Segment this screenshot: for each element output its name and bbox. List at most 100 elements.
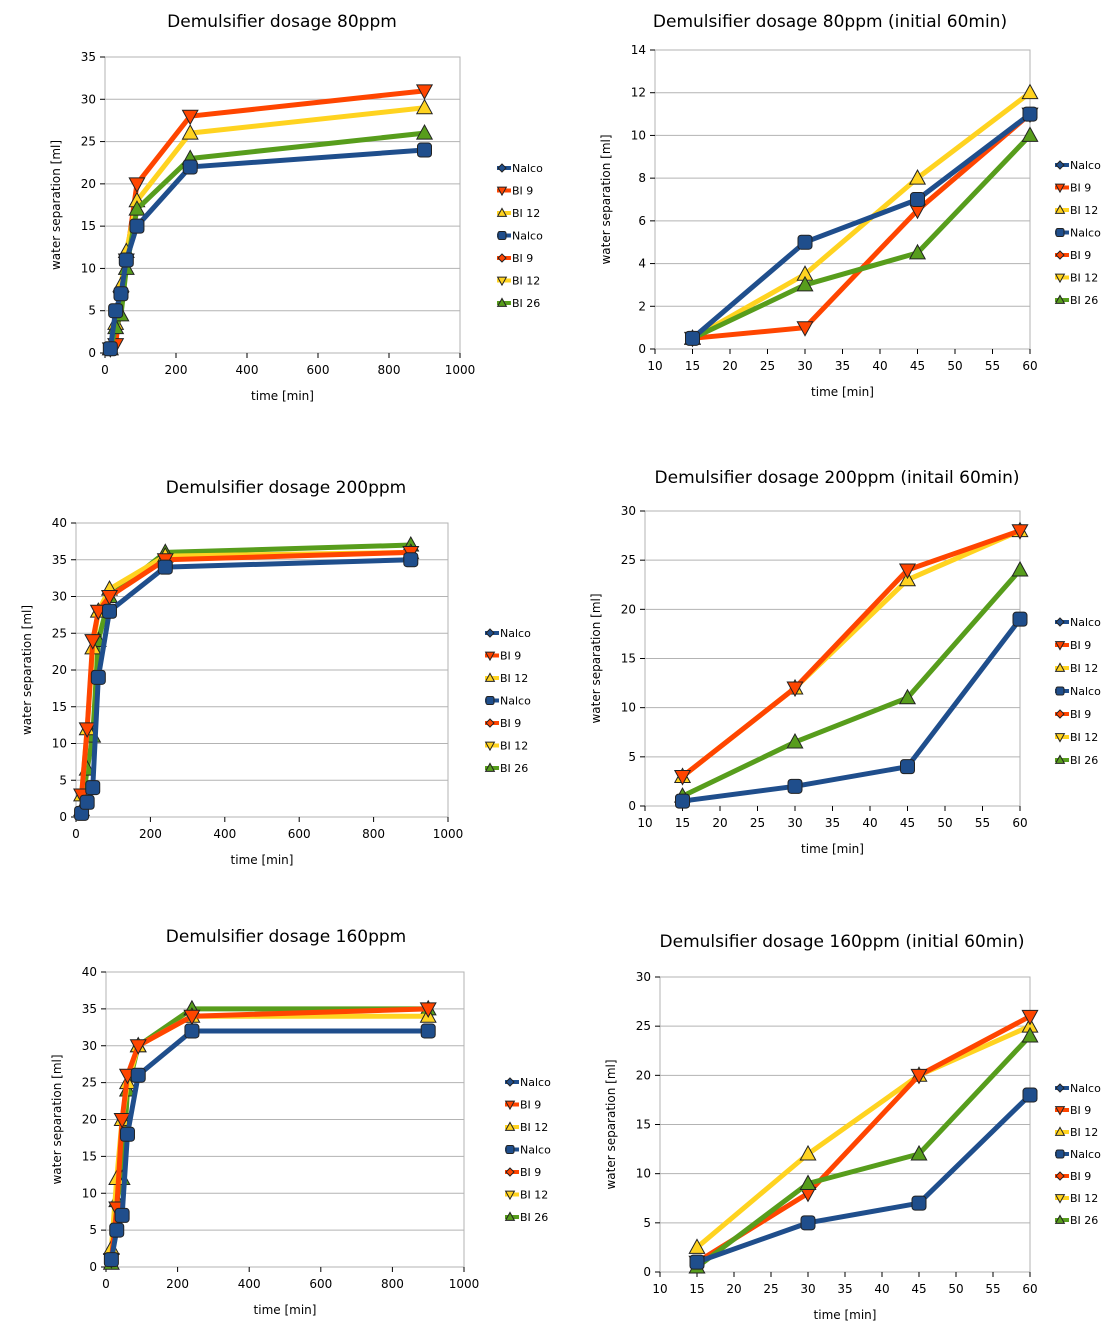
- chart-svg: Demulsifier dosage 160ppm 0 5 10 15 20 25 30 35 4…: [50, 927, 551, 1317]
- legend-marker: [484, 651, 496, 662]
- legend-marker: [1054, 641, 1066, 651]
- data-point: [100, 590, 119, 606]
- y-tick-label: 5: [89, 1223, 97, 1237]
- x-tick-label: 55: [985, 359, 1000, 373]
- y-tick-label: 10: [82, 1186, 97, 1200]
- x-tick-label: 25: [750, 816, 765, 830]
- data-point: [685, 330, 700, 346]
- y-tick-label: 10: [81, 261, 96, 275]
- y-tick-label: 25: [636, 1019, 651, 1033]
- chart-svg: Demulsifier dosage 200ppm 0 5 10 15 20 25 30 35 4…: [20, 478, 531, 867]
- x-tick-label: 800: [362, 827, 385, 841]
- legend-item: Nalco: [485, 695, 531, 708]
- y-tick-label: 5: [88, 304, 96, 318]
- legend-marker: [496, 276, 508, 287]
- data-point: [119, 1126, 135, 1142]
- legend-item: BI 12: [1054, 272, 1098, 285]
- data-point: [1021, 1026, 1039, 1043]
- x-tick-label: 45: [910, 359, 925, 373]
- legend-label: BI 12: [1070, 1126, 1098, 1139]
- legend-marker: [484, 762, 496, 772]
- x-axis-label: time [min]: [251, 389, 314, 403]
- chart-title: Demulsifier dosage 160ppm (initial 60min…: [660, 932, 1025, 952]
- x-tick-label: 10: [647, 359, 662, 373]
- legend-marker: [1055, 1171, 1065, 1181]
- legend-label: BI 9: [500, 650, 521, 663]
- series-line: [694, 1013, 1033, 1265]
- legend-marker: [1054, 294, 1066, 304]
- x-tick-label: 400: [236, 363, 259, 377]
- x-tick-label: 40: [872, 359, 887, 373]
- legend-item: BI 12: [484, 672, 528, 685]
- x-tick-label: 15: [685, 359, 700, 373]
- data-point: [675, 793, 690, 809]
- series-nalco: [102, 142, 432, 357]
- legend-marker: [505, 1145, 515, 1154]
- legend-marker: [1054, 733, 1066, 743]
- x-tick-label: 600: [288, 827, 311, 841]
- data-point: [910, 1068, 928, 1085]
- legend-item: Nalco: [1055, 616, 1101, 629]
- y-tick-label: 30: [81, 92, 96, 106]
- legend-marker: [505, 1167, 515, 1177]
- data-point: [129, 1039, 147, 1055]
- legend-marker: [505, 1077, 515, 1087]
- legend-item: BI 9: [497, 252, 533, 265]
- series-line: [694, 1092, 1033, 1265]
- x-axis-label: time [min]: [814, 1308, 877, 1322]
- y-axis-label: water separation [ml]: [20, 605, 34, 735]
- data-point: [1021, 83, 1039, 100]
- legend-item: BI 9: [484, 650, 521, 663]
- legend-marker: [1055, 228, 1065, 237]
- axes: 0 5 10 15 20 25 30 35 0 200 400 600 800 1000: [81, 50, 476, 377]
- series-bi-12: [683, 83, 1039, 345]
- series-nalco: [685, 106, 1038, 346]
- legend-marker: [496, 207, 508, 217]
- legend-label: BI 9: [500, 717, 521, 730]
- y-tick-label: 20: [621, 602, 636, 616]
- data-point: [799, 1144, 817, 1161]
- legend-item: BI 9: [1055, 1170, 1091, 1183]
- x-tick-label: 0: [101, 363, 109, 377]
- y-tick-label: 20: [81, 177, 96, 191]
- series-nalco: [675, 611, 1028, 809]
- legend-item: BI 12: [484, 740, 528, 753]
- data-point: [415, 84, 434, 100]
- legend-label: Nalco: [500, 695, 531, 708]
- y-tick-label: 20: [636, 1068, 651, 1082]
- y-tick-label: 15: [621, 652, 636, 666]
- series-line: [79, 549, 414, 798]
- y-tick-label: 5: [628, 750, 636, 764]
- series-line: [107, 147, 427, 352]
- y-tick-label: 35: [82, 1002, 97, 1016]
- data-point: [113, 1113, 131, 1129]
- data-point: [103, 1252, 119, 1268]
- legend-label: Nalco: [500, 627, 531, 640]
- legend-marker: [1054, 662, 1066, 672]
- legend-label: Nalco: [1070, 1082, 1101, 1095]
- y-tick-label: 0: [643, 1265, 651, 1279]
- data-point: [908, 243, 927, 260]
- data-point: [796, 321, 814, 337]
- legend-marker: [1055, 1083, 1065, 1093]
- legend: Nalco BI 9 BI 12 Nalco BI 9 BI 12 BI 26: [496, 162, 543, 310]
- grid: [660, 976, 1030, 1273]
- legend-marker: [1054, 273, 1066, 284]
- data-point: [130, 1067, 146, 1083]
- legend-marker: [484, 672, 496, 682]
- series-nalco: [74, 552, 419, 821]
- data-point: [787, 778, 803, 794]
- data-point: [157, 559, 173, 575]
- legend-label: BI 12: [1070, 662, 1098, 675]
- x-tick-label: 45: [900, 816, 915, 830]
- legend-label: BI 26: [520, 1211, 548, 1224]
- data-point: [1022, 1087, 1038, 1103]
- legend-label: BI 12: [500, 740, 528, 753]
- y-tick-label: 0: [638, 342, 646, 356]
- legend-marker: [1055, 250, 1065, 260]
- chart-title: Demulsifier dosage 80ppm: [167, 12, 397, 32]
- x-tick-label: 60: [1012, 816, 1027, 830]
- x-tick-label: 20: [722, 359, 737, 373]
- legend-item: BI 12: [496, 207, 540, 220]
- legend-marker: [484, 741, 496, 752]
